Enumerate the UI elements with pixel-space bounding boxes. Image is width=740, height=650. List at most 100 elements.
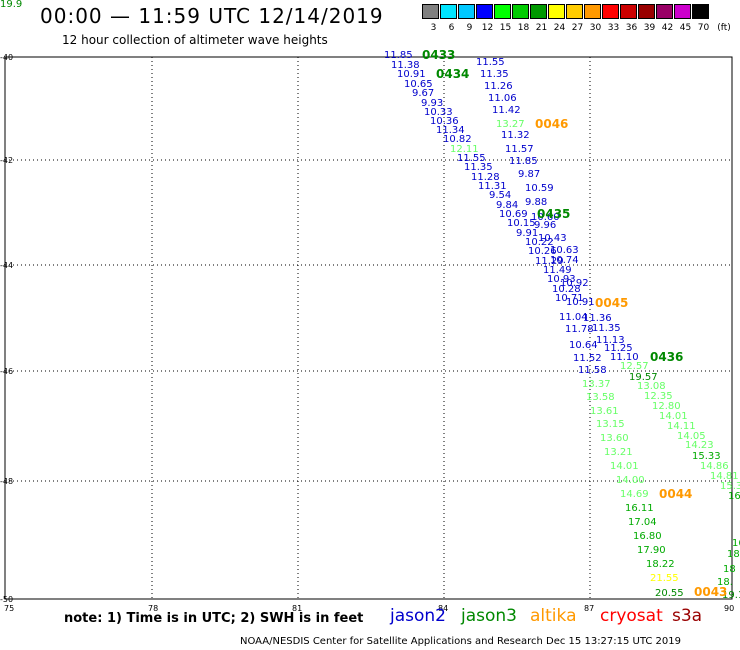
scale-label: 27 bbox=[571, 23, 584, 33]
longitude-label: 84 bbox=[438, 604, 449, 613]
longitude-label: 75 bbox=[4, 604, 15, 613]
latitude-label: -44 bbox=[0, 261, 14, 270]
scale-swatch bbox=[620, 4, 637, 19]
scale-label: 12 bbox=[481, 23, 494, 33]
wave-height-label: 12.57 bbox=[620, 361, 649, 372]
wave-height-label: 16 bbox=[732, 538, 740, 549]
wave-height-label: 14.81 bbox=[710, 471, 739, 482]
wave-height-label: 11.42 bbox=[492, 105, 521, 116]
latitude-label: -40 bbox=[0, 53, 14, 62]
scale-label: 42 bbox=[661, 23, 674, 33]
satellite-legend-jason3: jason3 bbox=[461, 606, 517, 626]
wave-height-label: 11.85 bbox=[384, 50, 413, 61]
scale-label: 33 bbox=[607, 23, 620, 33]
wave-height-label: 12.11 bbox=[450, 144, 479, 155]
scale-swatch bbox=[440, 4, 457, 19]
scale-swatch bbox=[584, 4, 601, 19]
scale-swatch bbox=[548, 4, 565, 19]
latitude-label: -48 bbox=[0, 477, 14, 486]
wave-height-label: 11.36 bbox=[583, 313, 612, 324]
wave-height-label: 10.74 bbox=[550, 255, 579, 266]
wave-height-label: 11.78 bbox=[565, 324, 594, 335]
pass-number-label: 0043 bbox=[694, 585, 728, 599]
wave-height-label: 11.29 bbox=[535, 256, 564, 267]
wave-height-label: 11.25 bbox=[604, 343, 633, 354]
wave-height-label: 9.67 bbox=[412, 88, 435, 99]
wave-height-label: 12.80 bbox=[652, 401, 681, 412]
wave-height-label: 11.85 bbox=[509, 156, 538, 167]
scale-label: 18 bbox=[517, 23, 530, 33]
scale-swatch bbox=[692, 4, 709, 19]
wave-height-label: 18 bbox=[723, 564, 736, 575]
pass-number-label: 0433 bbox=[422, 48, 456, 62]
scale-swatch bbox=[530, 4, 547, 19]
wave-height-label: 9.84 bbox=[496, 200, 519, 211]
wave-height-label: 11.55 bbox=[457, 153, 486, 164]
wave-height-label: 19.57 bbox=[629, 372, 658, 383]
wave-height-label: 13.15 bbox=[596, 419, 625, 430]
wave-height-label: 17.04 bbox=[628, 517, 657, 528]
satellite-legend-cryosat: cryosat bbox=[600, 606, 663, 626]
wave-height-label: 13.60 bbox=[600, 433, 629, 444]
scale-swatch bbox=[674, 4, 691, 19]
scale-label: 39 bbox=[643, 23, 656, 33]
pass-number-label: 0434 bbox=[436, 67, 470, 81]
wave-height-label: 15.3 bbox=[720, 481, 740, 492]
wave-height-label: 10.82 bbox=[443, 134, 472, 145]
color-scale-legend: 3 6 9 12 15 18 21 24 27 30 33 36 39 42 45 70 (ft) bbox=[422, 4, 734, 34]
pass-number-label: 0045 bbox=[595, 296, 629, 310]
wave-height-label: 10.26 bbox=[528, 246, 557, 257]
scale-swatch bbox=[476, 4, 493, 19]
wave-height-label: 10.65 bbox=[404, 79, 433, 90]
wave-height-label: 11.13 bbox=[596, 335, 625, 346]
wave-height-label: 12.35 bbox=[644, 391, 673, 402]
scale-label: 21 bbox=[535, 23, 548, 33]
scale-swatch bbox=[602, 4, 619, 19]
wave-height-label: 11.04 bbox=[559, 312, 588, 323]
wave-height-label: 13.27 bbox=[496, 119, 525, 130]
page-title: 00:00 — 11:59 UTC 12/14/2019 bbox=[40, 4, 384, 28]
wave-height-label: 11.35 bbox=[464, 162, 493, 173]
wave-height-label: 9.91 bbox=[516, 228, 539, 239]
wave-height-label: 14.86 bbox=[700, 461, 729, 472]
footer-credit: NOAA/NESDIS Center for Satellite Applica… bbox=[240, 636, 682, 647]
wave-height-label: 11.38 bbox=[391, 60, 420, 71]
pass-number-label: 0435 bbox=[537, 207, 571, 221]
scale-swatch bbox=[458, 4, 475, 19]
latitude-label: -46 bbox=[0, 367, 14, 376]
wave-height-label: 11.34 bbox=[436, 125, 465, 136]
wave-height-label: 11.57 bbox=[505, 144, 534, 155]
wave-height-label: 19.9 bbox=[0, 0, 23, 10]
wave-height-label: 11.26 bbox=[484, 81, 513, 92]
wave-height-label: 14.69 bbox=[620, 489, 649, 500]
satellite-legend-jason2: jason2 bbox=[390, 606, 446, 626]
scale-swatch bbox=[512, 4, 529, 19]
scale-label: 9 bbox=[466, 23, 473, 33]
wave-height-label: 11.35 bbox=[480, 69, 509, 80]
wave-height-label: 11.31 bbox=[478, 181, 507, 192]
scale-swatch bbox=[656, 4, 673, 19]
wave-height-label: 16.8 bbox=[728, 491, 740, 502]
wave-height-label: 9.96 bbox=[534, 220, 557, 231]
satellite-legend-altika: altika bbox=[530, 606, 577, 626]
wave-height-label: 13.61 bbox=[590, 406, 619, 417]
wave-height-label: 14.01 bbox=[659, 411, 688, 422]
wave-height-label: 14.05 bbox=[677, 431, 706, 442]
wave-height-label: 21.55 bbox=[650, 573, 679, 584]
page-subtitle: 12 hour collection of altimeter wave hei… bbox=[62, 33, 328, 47]
wave-height-label: 16.11 bbox=[625, 503, 654, 514]
wave-height-label: 15.33 bbox=[692, 451, 721, 462]
wave-height-label: 17.90 bbox=[637, 545, 666, 556]
wave-height-label: 10.36 bbox=[430, 116, 459, 127]
scale-swatch bbox=[422, 4, 439, 19]
wave-height-label: 9.93 bbox=[421, 98, 444, 109]
scale-swatch bbox=[494, 4, 511, 19]
scale-label: 6 bbox=[448, 23, 455, 33]
wave-height-label: 11.52 bbox=[573, 353, 602, 364]
wave-height-label: 11.55 bbox=[476, 57, 505, 68]
wave-height-label: 13.08 bbox=[637, 381, 666, 392]
wave-height-label: 11.10 bbox=[610, 352, 639, 363]
wave-height-label: 11.49 bbox=[543, 265, 572, 276]
wave-height-label: 13.21 bbox=[604, 447, 633, 458]
